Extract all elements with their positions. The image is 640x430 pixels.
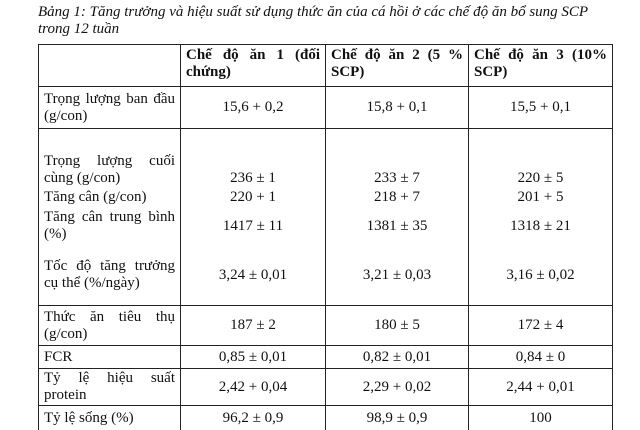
header-cell: Chế độ ăn 3 (10% SCP) <box>468 44 613 87</box>
header-cell <box>38 44 181 87</box>
row-label: Tăng cân trung bình (%) <box>38 206 181 246</box>
table-row: Tăng cân trung bình (%) 1417 ± 11 1381 ± 3… <box>38 206 613 246</box>
header-row: Chế độ ăn 1 (đối chứng) Chế độ ăn 2 (5 % … <box>38 44 613 87</box>
value-cell: 100 <box>468 405 613 430</box>
row-label: Trọng lượng cuối cùng (g/con) <box>38 128 181 189</box>
value-cell: 218 + 7 <box>325 188 469 207</box>
value-cell: 236 ± 1 <box>180 128 326 189</box>
value-cell: 180 ± 5 <box>325 305 469 346</box>
value-cell: 15,6 + 0,2 <box>180 86 326 129</box>
value-cell: 172 ± 4 <box>468 305 613 346</box>
row-label: Tỷ lệ sống (%) <box>38 405 181 430</box>
value-cell: 0,84 ± 0 <box>468 345 613 369</box>
row-label: Thức ăn tiêu thụ (g/con) <box>38 305 181 346</box>
table-row: FCR 0,85 ± 0,01 0,82 ± 0,01 0,84 ± 0 <box>38 345 613 369</box>
value-cell: 220 + 1 <box>180 188 326 207</box>
row-label: Tốc độ tăng trưởng cụ thể (%/ngày) <box>38 245 181 306</box>
value-cell: 3,21 ± 0,03 <box>325 245 469 306</box>
value-cell: 1318 ± 21 <box>468 206 613 246</box>
value-cell: 98,9 ± 0,9 <box>325 405 469 430</box>
value-cell: 2,44 + 0,01 <box>468 368 613 406</box>
caption: Bảng 1: Tăng trưởng và hiệu suất sử dụng… <box>38 4 588 37</box>
header-cell: Chế độ ăn 2 (5 % SCP) <box>325 44 469 87</box>
table-row: Trọng lượng cuối cùng (g/con) 236 ± 1 233 … <box>38 128 613 189</box>
value-cell: 233 ± 7 <box>325 128 469 189</box>
value-cell: 1381 ± 35 <box>325 206 469 246</box>
value-cell: 187 ± 2 <box>180 305 326 346</box>
value-cell: 96,2 ± 0,9 <box>180 405 326 430</box>
value-cell: 15,5 + 0,1 <box>468 86 613 129</box>
table-row: Tỷ lệ hiệu suất protein 2,42 + 0,04 2,29 +… <box>38 368 613 406</box>
row-label: Tỷ lệ hiệu suất protein <box>38 368 181 406</box>
header-cell: Chế độ ăn 1 (đối chứng) <box>180 44 326 87</box>
value-cell: 15,8 + 0,1 <box>325 86 469 129</box>
table: Chế độ ăn 1 (đối chứng) Chế độ ăn 2 (5 % … <box>38 44 613 430</box>
value-cell: 2,29 + 0,02 <box>325 368 469 406</box>
table-row: Tốc độ tăng trưởng cụ thể (%/ngày) 3,24 ±… <box>38 245 613 306</box>
value-cell: 3,24 ± 0,01 <box>180 245 326 306</box>
value-cell: 3,16 ± 0,02 <box>468 245 613 306</box>
value-cell: 220 ± 5 <box>468 128 613 189</box>
value-cell: 0,82 ± 0,01 <box>325 345 469 369</box>
row-label: FCR <box>38 345 181 369</box>
row-label: Trọng lượng ban đầu (g/con) <box>38 86 181 129</box>
value-cell: 2,42 + 0,04 <box>180 368 326 406</box>
table-row: Tăng cân (g/con) 220 + 1 218 + 7 201 + 5 <box>38 188 613 207</box>
table-row: Thức ăn tiêu thụ (g/con) 187 ± 2 180 ± 5 17… <box>38 305 613 346</box>
value-cell: 201 + 5 <box>468 188 613 207</box>
row-label: Tăng cân (g/con) <box>38 188 181 207</box>
value-cell: 0,85 ± 0,01 <box>180 345 326 369</box>
table-row: Trọng lượng ban đầu (g/con) 15,6 + 0,2 15,… <box>38 86 613 129</box>
table-row: Tỷ lệ sống (%) 96,2 ± 0,9 98,9 ± 0,9 100 <box>38 405 613 430</box>
value-cell: 1417 ± 11 <box>180 206 326 246</box>
